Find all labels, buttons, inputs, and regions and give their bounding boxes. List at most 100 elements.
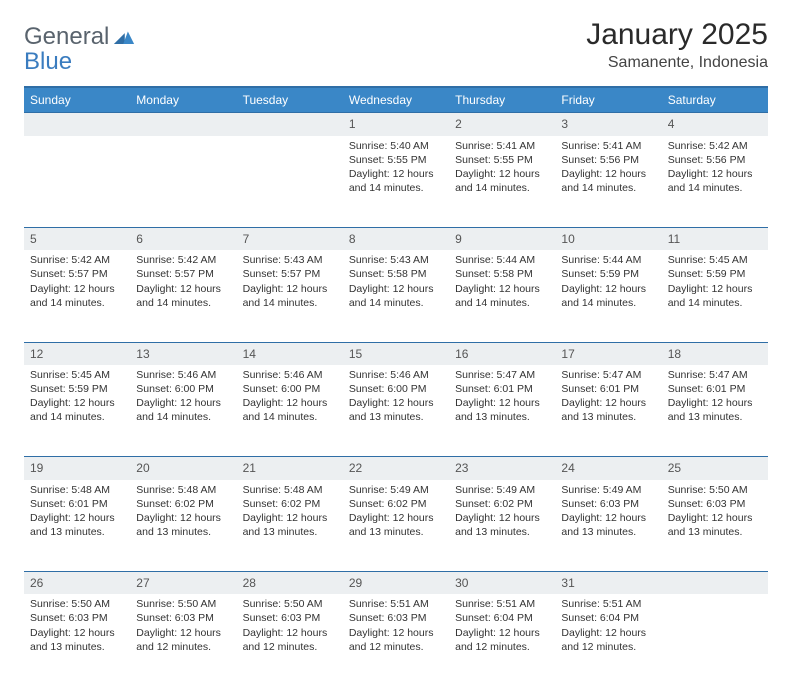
day-ss: Sunset: 6:03 PM [30,611,124,625]
day-d1: Daylight: 12 hours [349,167,443,181]
day-d2: and 13 minutes. [30,525,124,539]
day-d2: and 14 minutes. [455,181,549,195]
day-ss: Sunset: 6:02 PM [349,497,443,511]
day-detail-cell: Sunrise: 5:51 AMSunset: 6:03 PMDaylight:… [343,594,449,686]
detail-row: Sunrise: 5:42 AMSunset: 5:57 PMDaylight:… [24,250,768,342]
day-sr: Sunrise: 5:51 AM [561,597,655,611]
day-header: Friday [555,87,661,113]
day-d1: Daylight: 12 hours [668,396,762,410]
day-ss: Sunset: 5:57 PM [243,267,337,281]
day-number-cell [130,113,236,136]
calendar-header-row: SundayMondayTuesdayWednesdayThursdayFrid… [24,87,768,113]
day-sr: Sunrise: 5:41 AM [561,139,655,153]
day-number-cell: 4 [662,113,768,136]
day-d1: Daylight: 12 hours [561,511,655,525]
day-d2: and 14 minutes. [349,181,443,195]
day-sr: Sunrise: 5:47 AM [668,368,762,382]
calendar-body: 1234Sunrise: 5:40 AMSunset: 5:55 PMDayli… [24,113,768,686]
day-number-cell: 23 [449,457,555,480]
day-detail-cell [24,136,130,228]
day-d2: and 14 minutes. [561,181,655,195]
day-number-cell [24,113,130,136]
day-detail-cell: Sunrise: 5:50 AMSunset: 6:03 PMDaylight:… [662,480,768,572]
day-ss: Sunset: 5:59 PM [561,267,655,281]
day-detail-cell: Sunrise: 5:45 AMSunset: 5:59 PMDaylight:… [662,250,768,342]
day-d2: and 13 minutes. [668,410,762,424]
day-d2: and 14 minutes. [30,410,124,424]
day-ss: Sunset: 5:55 PM [455,153,549,167]
daynum-row: 567891011 [24,228,768,251]
detail-row: Sunrise: 5:48 AMSunset: 6:01 PMDaylight:… [24,480,768,572]
day-detail-cell: Sunrise: 5:50 AMSunset: 6:03 PMDaylight:… [24,594,130,686]
day-d1: Daylight: 12 hours [136,282,230,296]
day-ss: Sunset: 6:02 PM [455,497,549,511]
day-detail-cell: Sunrise: 5:46 AMSunset: 6:00 PMDaylight:… [343,365,449,457]
day-sr: Sunrise: 5:41 AM [455,139,549,153]
day-detail-cell: Sunrise: 5:44 AMSunset: 5:59 PMDaylight:… [555,250,661,342]
day-d1: Daylight: 12 hours [30,282,124,296]
day-d2: and 13 minutes. [243,525,337,539]
day-d1: Daylight: 12 hours [136,626,230,640]
day-d1: Daylight: 12 hours [455,626,549,640]
day-d1: Daylight: 12 hours [30,511,124,525]
day-detail-cell: Sunrise: 5:50 AMSunset: 6:03 PMDaylight:… [237,594,343,686]
day-number-cell: 28 [237,572,343,595]
day-number-cell [237,113,343,136]
day-d1: Daylight: 12 hours [243,282,337,296]
day-sr: Sunrise: 5:50 AM [243,597,337,611]
day-number-cell: 1 [343,113,449,136]
day-d1: Daylight: 12 hours [561,282,655,296]
day-d1: Daylight: 12 hours [668,511,762,525]
day-d1: Daylight: 12 hours [349,396,443,410]
day-number-cell: 8 [343,228,449,251]
day-ss: Sunset: 5:56 PM [561,153,655,167]
detail-row: Sunrise: 5:50 AMSunset: 6:03 PMDaylight:… [24,594,768,686]
day-header: Tuesday [237,87,343,113]
calendar-table: SundayMondayTuesdayWednesdayThursdayFrid… [24,86,768,686]
day-ss: Sunset: 6:02 PM [243,497,337,511]
day-d2: and 14 minutes. [561,296,655,310]
day-number-cell: 10 [555,228,661,251]
logo: GeneralBlue [24,18,136,74]
day-sr: Sunrise: 5:50 AM [136,597,230,611]
day-sr: Sunrise: 5:43 AM [243,253,337,267]
day-number-cell: 22 [343,457,449,480]
day-d2: and 13 minutes. [349,410,443,424]
day-number-cell: 3 [555,113,661,136]
day-sr: Sunrise: 5:46 AM [243,368,337,382]
day-detail-cell: Sunrise: 5:48 AMSunset: 6:01 PMDaylight:… [24,480,130,572]
day-d1: Daylight: 12 hours [349,626,443,640]
day-number-cell: 2 [449,113,555,136]
day-d1: Daylight: 12 hours [243,626,337,640]
day-ss: Sunset: 6:03 PM [136,611,230,625]
month-title: January 2025 [586,18,768,52]
day-detail-cell: Sunrise: 5:43 AMSunset: 5:58 PMDaylight:… [343,250,449,342]
day-ss: Sunset: 5:57 PM [30,267,124,281]
day-d2: and 13 minutes. [455,525,549,539]
day-detail-cell: Sunrise: 5:51 AMSunset: 6:04 PMDaylight:… [555,594,661,686]
day-d1: Daylight: 12 hours [30,396,124,410]
day-d2: and 13 minutes. [561,525,655,539]
day-detail-cell: Sunrise: 5:51 AMSunset: 6:04 PMDaylight:… [449,594,555,686]
day-number-cell: 24 [555,457,661,480]
day-header: Thursday [449,87,555,113]
day-sr: Sunrise: 5:50 AM [668,483,762,497]
day-detail-cell: Sunrise: 5:46 AMSunset: 6:00 PMDaylight:… [237,365,343,457]
day-ss: Sunset: 6:04 PM [561,611,655,625]
day-sr: Sunrise: 5:44 AM [455,253,549,267]
day-d2: and 14 minutes. [30,296,124,310]
day-number-cell: 29 [343,572,449,595]
day-d2: and 12 minutes. [243,640,337,654]
location: Samanente, Indonesia [586,54,768,72]
day-ss: Sunset: 5:56 PM [668,153,762,167]
day-d1: Daylight: 12 hours [136,396,230,410]
day-d1: Daylight: 12 hours [30,626,124,640]
day-d2: and 13 minutes. [136,525,230,539]
day-detail-cell [237,136,343,228]
day-number-cell: 16 [449,342,555,365]
day-detail-cell: Sunrise: 5:49 AMSunset: 6:02 PMDaylight:… [449,480,555,572]
day-sr: Sunrise: 5:49 AM [561,483,655,497]
day-sr: Sunrise: 5:49 AM [455,483,549,497]
day-number-cell: 17 [555,342,661,365]
day-d1: Daylight: 12 hours [243,396,337,410]
